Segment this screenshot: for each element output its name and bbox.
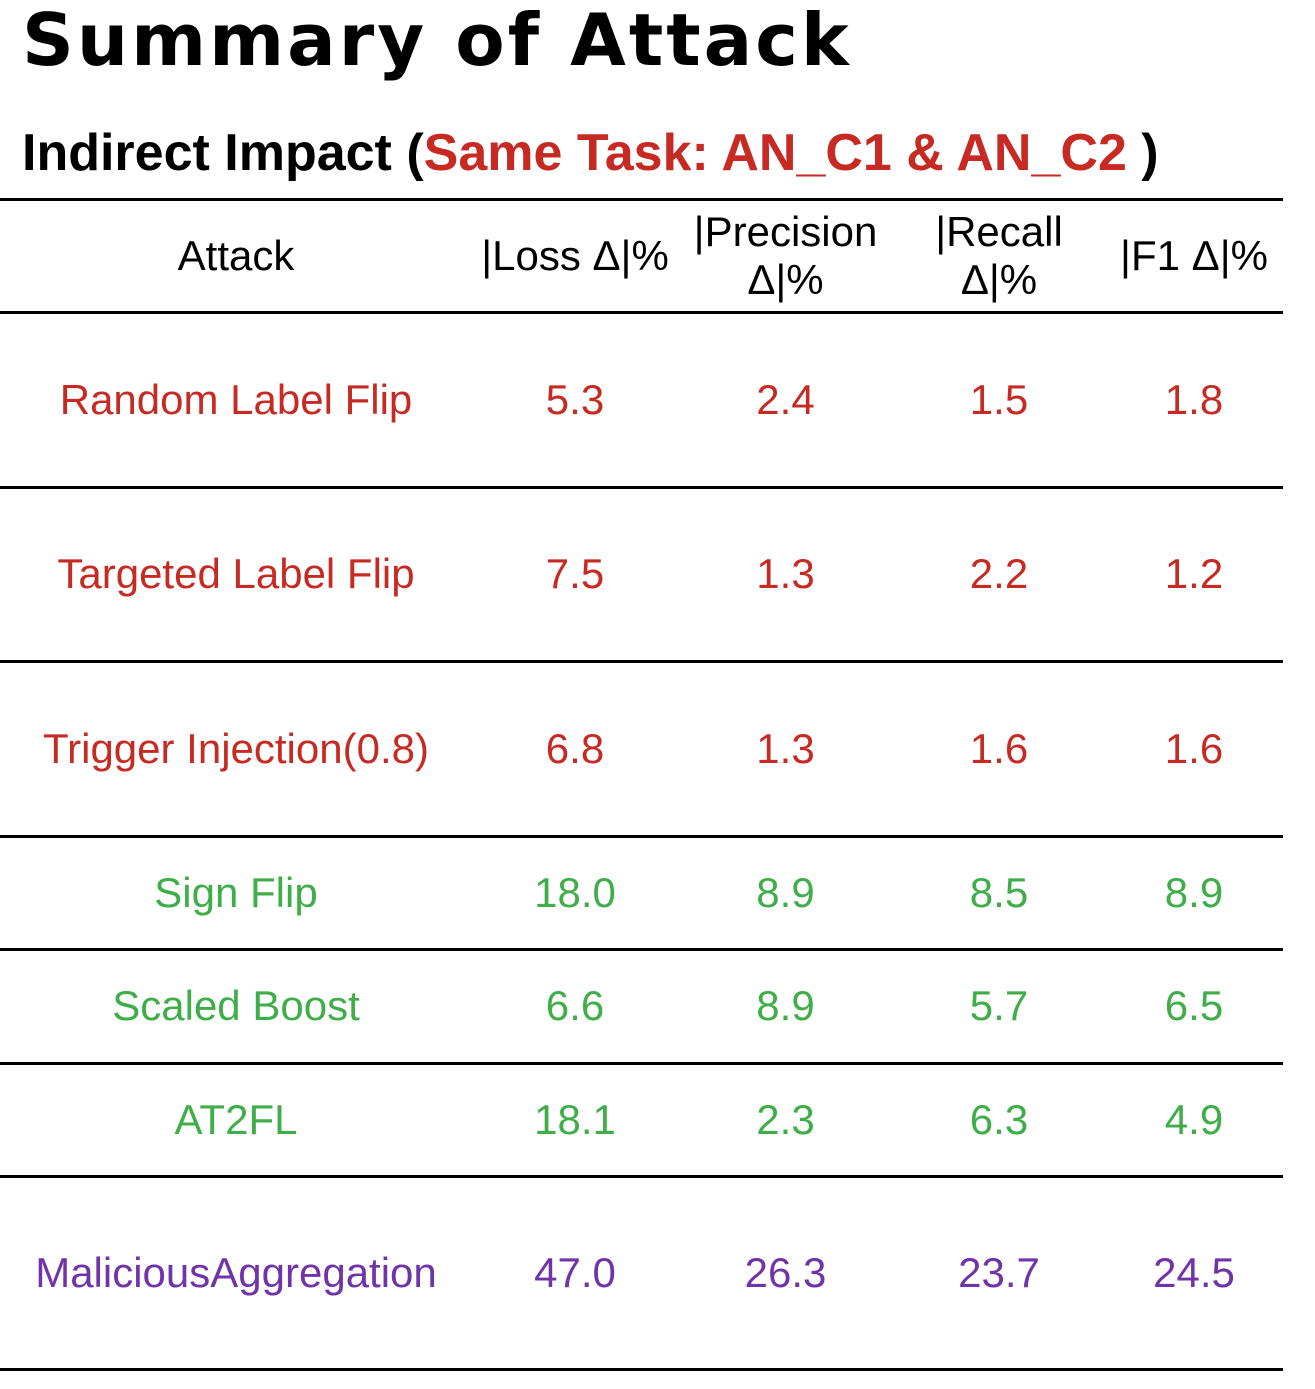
table-bottom-rule xyxy=(0,1368,1283,1371)
precision-value: 1.3 xyxy=(756,550,815,597)
loss-value: 6.6 xyxy=(545,982,605,1029)
table-top-rule xyxy=(0,198,1283,201)
recall-value: 6.3 xyxy=(969,1095,1029,1143)
recall-value: 2.2 xyxy=(969,550,1029,597)
loss-value: 5.3 xyxy=(545,375,605,423)
loss-value: 7.5 xyxy=(545,550,605,597)
attack-name: Scaled Boost xyxy=(112,982,360,1029)
loss-value: 18.0 xyxy=(534,868,616,916)
row-divider xyxy=(0,835,1283,838)
attack-name: Random Label Flip xyxy=(59,375,413,423)
header-loss: |Loss Δ|% xyxy=(481,231,669,279)
subtitle-prefix: Indirect Impact ( xyxy=(22,124,424,182)
header-f1: |F1 Δ|% xyxy=(1120,231,1268,279)
f1-value: 1.8 xyxy=(1164,375,1224,423)
header-bottom-rule xyxy=(0,311,1283,314)
precision-value: 2.4 xyxy=(756,375,815,423)
row-divider xyxy=(0,486,1283,489)
recall-value: 5.7 xyxy=(969,982,1029,1029)
loss-value: 47.0 xyxy=(534,1248,616,1296)
row-divider xyxy=(0,1062,1283,1065)
header-attack: Attack xyxy=(177,231,295,279)
attack-name: Trigger Injection(0.8) xyxy=(43,724,429,772)
header-precision: |Precision Δ|% xyxy=(693,207,878,303)
attack-name: AT2FL xyxy=(174,1095,298,1143)
precision-value: 8.9 xyxy=(756,868,815,916)
attack-name: Sign Flip xyxy=(154,868,318,916)
page-title: Summary of Attack xyxy=(22,0,852,82)
recall-value: 8.5 xyxy=(969,868,1029,916)
row-divider xyxy=(0,948,1283,951)
subtitle-highlight: Same Task: AN_C1 & AN_C2 xyxy=(423,124,1127,182)
row-divider xyxy=(0,660,1283,663)
row-divider xyxy=(0,1175,1283,1178)
attack-name: Targeted Label Flip xyxy=(57,550,415,597)
table-subtitle: Indirect Impact (Same Task: AN_C1 & AN_C… xyxy=(22,120,1159,186)
precision-value: 26.3 xyxy=(744,1248,827,1296)
f1-value: 24.5 xyxy=(1153,1248,1235,1296)
precision-value: 2.3 xyxy=(756,1095,815,1143)
f1-value: 4.9 xyxy=(1164,1095,1224,1143)
loss-value: 6.8 xyxy=(545,724,605,772)
recall-value: 1.5 xyxy=(969,375,1029,423)
f1-value: 1.6 xyxy=(1164,724,1224,772)
header-recall: |Recall Δ|% xyxy=(935,207,1063,303)
recall-value: 23.7 xyxy=(958,1248,1040,1296)
loss-value: 18.1 xyxy=(534,1095,616,1143)
f1-value: 6.5 xyxy=(1164,982,1224,1029)
precision-value: 8.9 xyxy=(756,982,815,1029)
attack-name: MaliciousAggregation xyxy=(35,1248,437,1296)
recall-value: 1.6 xyxy=(969,724,1029,772)
f1-value: 8.9 xyxy=(1164,868,1224,916)
subtitle-suffix: ) xyxy=(1126,124,1159,182)
precision-value: 1.3 xyxy=(756,724,815,772)
f1-value: 1.2 xyxy=(1164,550,1224,597)
